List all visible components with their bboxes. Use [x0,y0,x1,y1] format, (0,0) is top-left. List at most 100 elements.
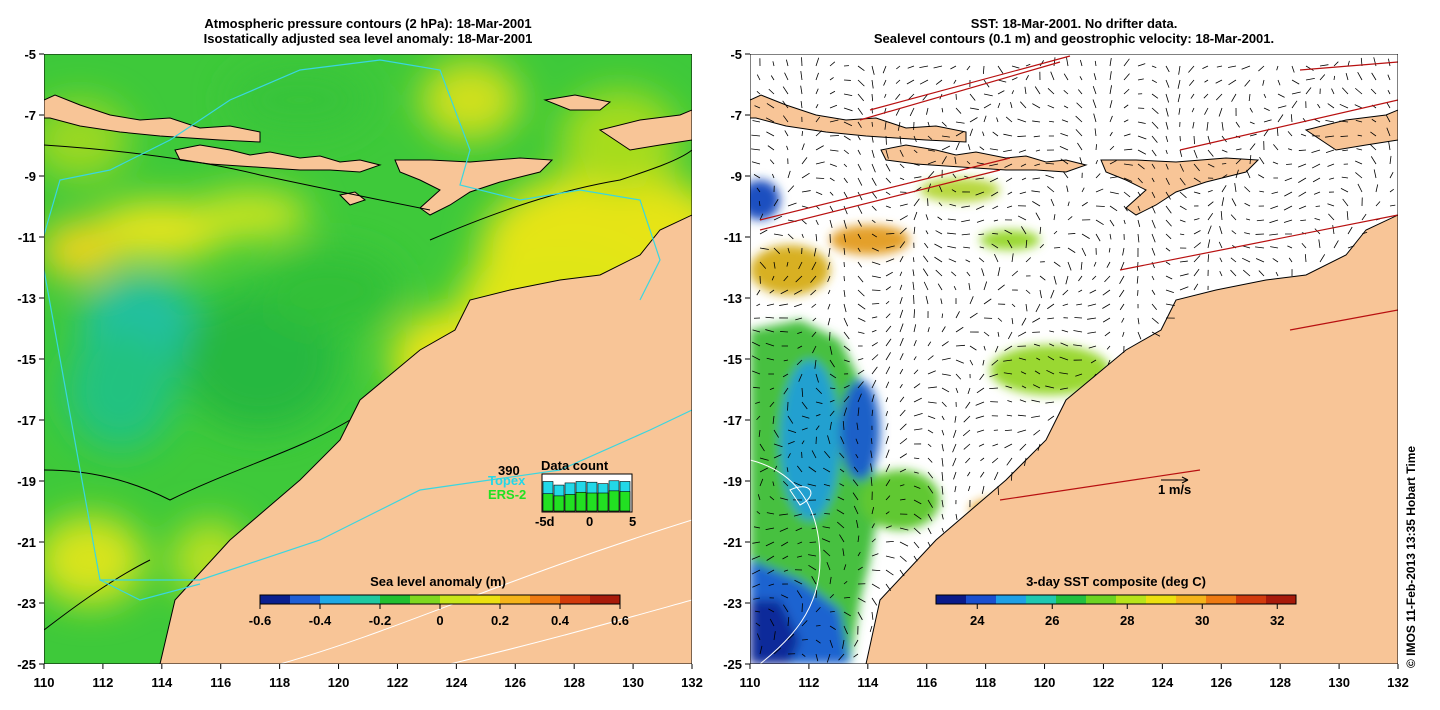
velocity-vector [1341,87,1349,95]
velocity-vector [766,131,775,137]
velocity-vector [885,313,891,319]
velocity-vector [752,370,761,375]
velocity-vector [1109,100,1113,109]
velocity-vector [997,284,1005,291]
velocity-vector [899,284,903,291]
velocity-vector [829,576,832,585]
velocity-vector [1039,289,1042,299]
velocity-vector [913,527,921,535]
velocity-vector [1179,149,1183,157]
velocity-vector [857,261,862,268]
velocity-vector [941,429,945,436]
timor-island [394,157,554,216]
velocity-vector [1047,317,1055,320]
velocity-vector [1313,191,1321,195]
velocity-vector [1019,399,1027,403]
velocity-vector [1025,289,1031,294]
velocity-vector [925,295,929,305]
velocity-vector [1346,211,1349,221]
velocity-vector [981,268,985,277]
velocity-vector [871,409,874,417]
velocity-vector [779,527,789,532]
right-colorbar-segment [1086,595,1117,604]
velocity-vector [1011,303,1016,308]
velocity-vector [1193,163,1200,172]
velocity-vector [983,115,987,123]
velocity-vector [941,373,951,376]
velocity-vector [991,243,999,249]
velocity-vector [807,483,817,487]
velocity-vector [1283,219,1293,223]
velocity-vector [1010,101,1013,109]
velocity-vector [853,466,859,473]
velocity-vector [927,327,930,333]
velocity-vector [871,289,881,291]
velocity-vector [787,429,797,434]
velocity-vector [855,453,859,459]
velocity-vector [1019,101,1027,109]
velocity-vector [982,131,985,137]
velocity-vector [976,219,985,223]
velocity-vector [1060,342,1069,347]
velocity-vector [1031,190,1041,193]
velocity-vector [899,215,908,221]
velocity-vector [1269,233,1279,236]
velocity-vector [1045,385,1055,389]
velocity-vector [949,203,957,207]
right-axes: 110 112 114 116 118 120 122 124 126 128 130 132 -5 -7… [723,47,1409,690]
velocity-vector [1053,230,1058,235]
right-colorbar-segment [936,595,967,604]
velocity-vector [1319,254,1326,263]
velocity-vector [1046,369,1055,375]
velocity-vector [768,608,775,613]
velocity-vector [913,176,922,179]
velocity-vector [1004,229,1013,235]
velocity-vector [751,134,761,137]
velocity-vector [966,160,971,165]
left-colorbar-tick-label: -0.6 [249,613,271,628]
velocity-vector [1228,65,1237,68]
velocity-vector [1287,131,1293,137]
left-colorbar-segment [500,595,531,604]
velocity-vector [857,121,862,128]
velocity-vector [935,230,943,235]
velocity-vector [823,549,831,557]
velocity-vector [1025,303,1028,312]
velocity-vector [1262,79,1265,86]
velocity-vector [797,331,803,334]
velocity-vector [1165,65,1170,73]
velocity-vector [1259,190,1265,193]
velocity-vector [783,604,789,613]
velocity-vector [870,463,873,473]
velocity-vector [941,326,946,333]
velocity-vector [1388,141,1391,151]
velocity-vector [899,203,908,207]
right-colorbar-label: 3-day SST composite (deg C) [1026,574,1206,589]
velocity-vector [1093,73,1097,81]
velocity-vector [927,527,932,535]
velocity-vector [752,329,761,333]
velocity-vector [769,159,775,165]
velocity-vector [857,393,862,403]
velocity-vector [969,128,973,137]
velocity-vector [1024,457,1027,466]
velocity-vector [769,401,775,408]
velocity-vector [811,576,817,585]
left-colorbar-segment [590,595,621,604]
velocity-vector [913,428,923,431]
velocity-vector [838,653,845,661]
velocity-vector [752,583,761,588]
velocity-vector [1193,177,1201,183]
velocity-vector [843,149,849,155]
velocity-vector [1317,103,1321,109]
velocity-vector [941,443,944,452]
right-xtick-label: 122 [1093,675,1115,690]
velocity-vector [759,443,765,452]
velocity-vector [1073,330,1083,333]
velocity-vector [913,356,917,361]
velocity-vector [1039,226,1042,235]
velocity-vector [1389,155,1392,165]
velocity-vector [1235,158,1242,165]
velocity-vector [824,513,831,515]
ers2-bar [597,492,609,512]
